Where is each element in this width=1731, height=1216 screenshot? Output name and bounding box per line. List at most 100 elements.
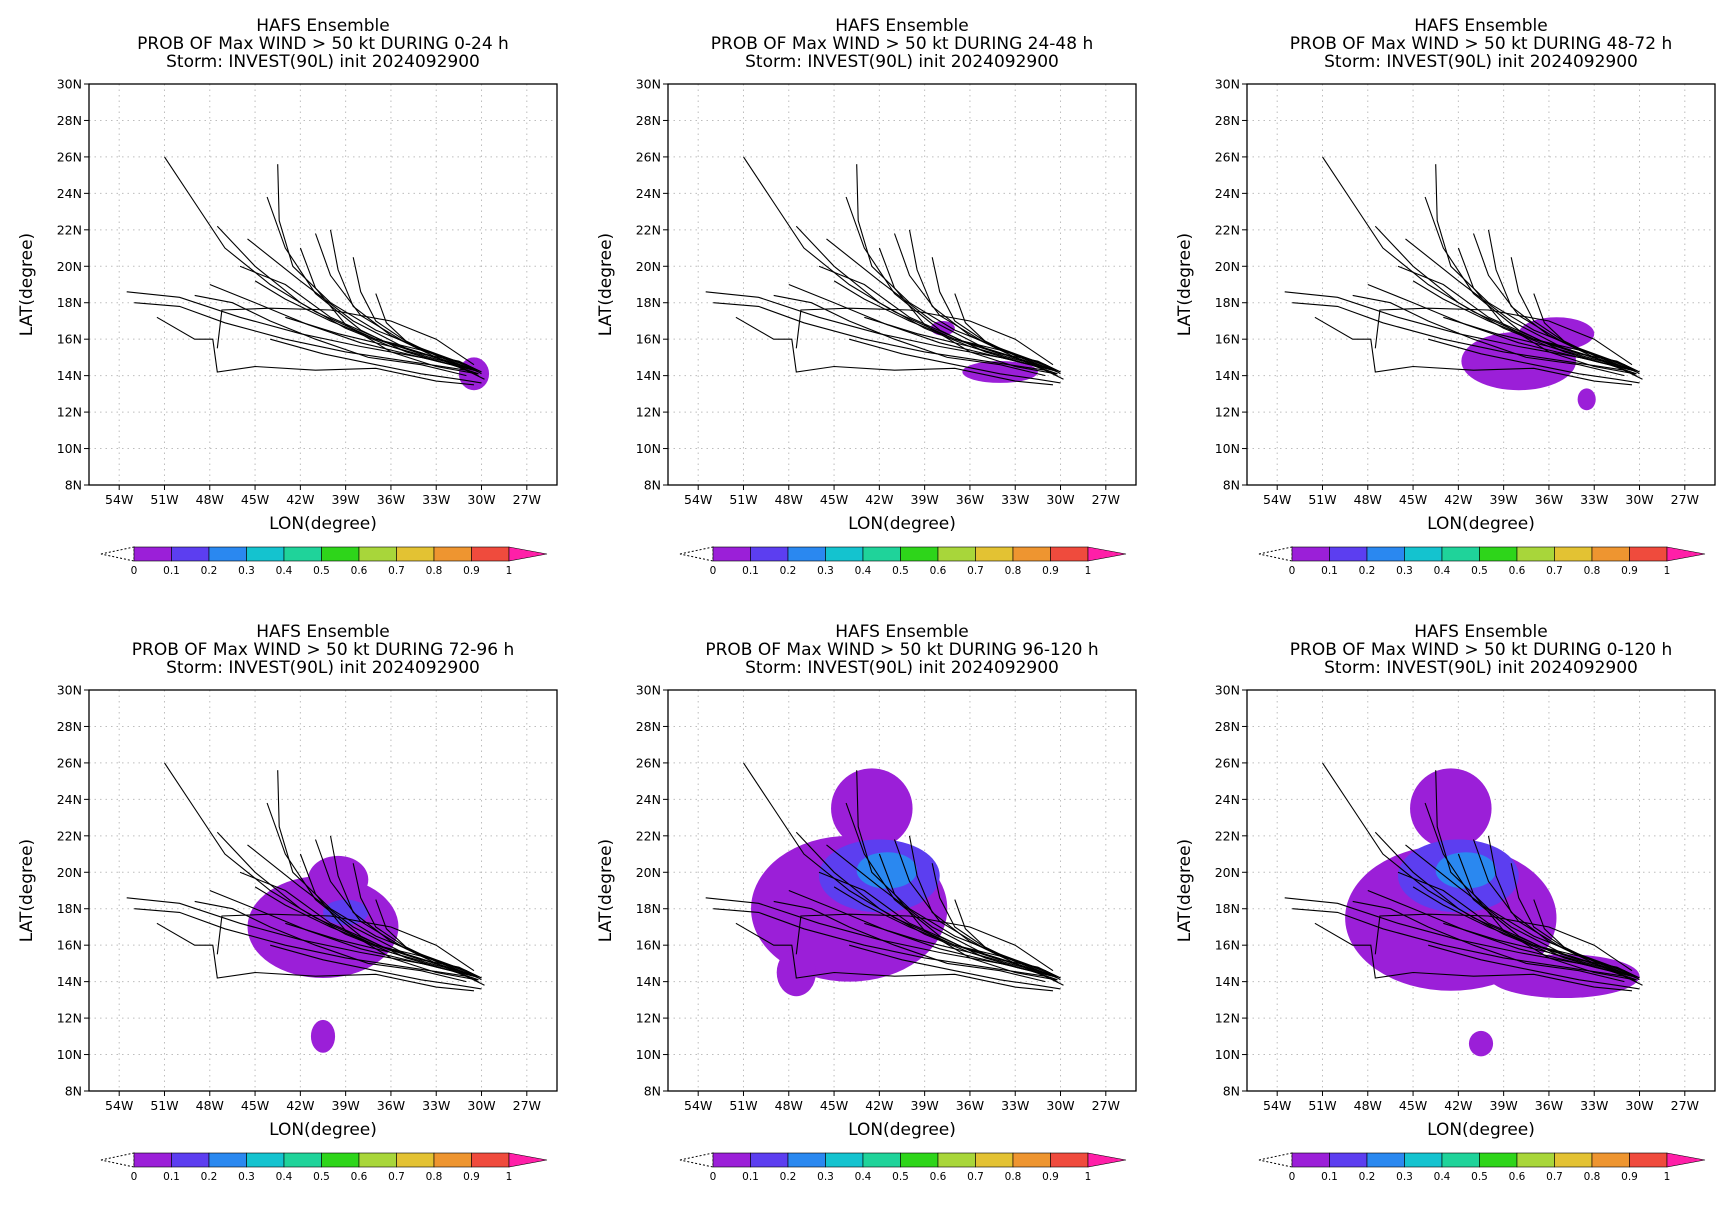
x-tick-label: 54W: [105, 492, 133, 507]
colorbar-tick-label: 0.9: [1042, 1171, 1059, 1183]
probability-area: [307, 855, 369, 904]
y-tick-label: 12N: [57, 405, 82, 420]
x-tick-label: 45W: [1399, 492, 1427, 507]
x-tick-label: 42W: [286, 1098, 314, 1113]
ensemble-track: [788, 889, 1049, 975]
colorbar-segment: [750, 1152, 789, 1168]
colorbar-tick-label: 0.8: [1584, 565, 1601, 577]
x-tick-label: 36W: [1535, 1098, 1563, 1113]
ensemble-track: [1443, 316, 1631, 369]
probability-area: [856, 852, 918, 889]
chart-title: PROB OF Max WIND > 50 kt DURING 48-72 h: [1290, 34, 1672, 54]
y-tick-label: 28N: [57, 113, 82, 128]
colorbar-tick-label: 0.3: [238, 1171, 255, 1183]
colorbar-segment: [1012, 1152, 1051, 1168]
y-tick-label: 12N: [636, 1011, 661, 1026]
colorbar-tick-label: 0.5: [313, 565, 330, 577]
colorbar-tick-label: 0.6: [930, 1171, 947, 1183]
y-tick-label: 12N: [57, 1011, 82, 1026]
colorbar-segment: [1404, 546, 1443, 562]
colorbar-tick-label: 0: [131, 565, 138, 577]
colorbar-segment: [1516, 1152, 1555, 1168]
ensemble-track: [833, 886, 1061, 981]
colorbar-tick-label: 0.2: [1359, 565, 1376, 577]
y-tick-label: 26N: [636, 755, 661, 770]
ensemble-track: [1428, 944, 1640, 990]
colorbar-segment: [1366, 546, 1405, 562]
colorbar-tick-label: 0.3: [238, 565, 255, 577]
probability-area: [831, 768, 913, 849]
colorbar-over-triangle: [508, 1152, 548, 1168]
colorbar-tick-label: 0.4: [1434, 565, 1451, 577]
y-tick-label: 12N: [1215, 405, 1240, 420]
y-tick-label: 8N: [644, 478, 661, 493]
y-tick-label: 10N: [57, 1047, 82, 1062]
y-tick-label: 24N: [1215, 792, 1240, 807]
colorbar-tick-label: 1: [1664, 565, 1671, 577]
y-tick-label: 22N: [57, 222, 82, 237]
colorbar-segment: [133, 1152, 172, 1168]
x-tick-label: 45W: [241, 492, 269, 507]
y-tick-label: 20N: [1215, 865, 1240, 880]
y-tick-label: 12N: [636, 405, 661, 420]
colorbar-tick-label: 1: [1664, 1171, 1671, 1183]
colorbar-tick-label: 0: [710, 1171, 717, 1183]
colorbar-tick-label: 0.9: [463, 565, 480, 577]
chart-title-model: HAFS Ensemble: [256, 16, 389, 36]
ensemble-track: [735, 316, 1054, 386]
colorbar-tick-label: 0.4: [855, 565, 872, 577]
y-tick-label: 30N: [1215, 77, 1240, 92]
ensemble-track: [1457, 853, 1636, 981]
ensemble-track: [156, 922, 475, 992]
ensemble-track: [773, 294, 1046, 377]
colorbar-segment: [246, 546, 285, 562]
colorbar-tick-label: 0.8: [1005, 1171, 1022, 1183]
x-tick-label: 42W: [1444, 492, 1472, 507]
probability-area: [1577, 388, 1596, 411]
y-tick-label: 14N: [636, 974, 661, 989]
probability-area: [310, 1019, 336, 1053]
y-tick-label: 10N: [636, 441, 661, 456]
y-tick-label: 16N: [636, 332, 661, 347]
x-tick-label: 33W: [422, 492, 450, 507]
colorbar-tick-label: 0.8: [1005, 565, 1022, 577]
y-tick-label: 10N: [1215, 1047, 1240, 1062]
y-tick-label: 26N: [57, 149, 82, 164]
y-tick-label: 30N: [57, 683, 82, 698]
x-tick-label: 45W: [241, 1098, 269, 1113]
ensemble-track: [1510, 257, 1636, 371]
x-tick-label: 30W: [1046, 1098, 1074, 1113]
colorbar-segment: [1441, 546, 1480, 562]
colorbar-tick-label: 0.6: [930, 565, 947, 577]
colorbar-tick-label: 0.5: [1471, 565, 1488, 577]
colorbar-tick-label: 0.6: [1509, 565, 1526, 577]
y-tick-label: 20N: [636, 259, 661, 274]
chart-title-model: HAFS Ensemble: [256, 622, 389, 642]
colorbar-tick-label: 0.4: [855, 1171, 872, 1183]
colorbar-tick-label: 0.5: [892, 1171, 909, 1183]
plot-frame: [1246, 689, 1716, 1092]
x-tick-label: 39W: [1490, 1098, 1518, 1113]
y-tick-label: 22N: [636, 828, 661, 843]
ensemble-track: [878, 853, 1057, 981]
ensemble-track: [134, 302, 467, 371]
y-tick-label: 30N: [636, 683, 661, 698]
colorbar-segment: [283, 1152, 322, 1168]
chart-title: PROB OF Max WIND > 50 kt DURING 0-120 h: [1290, 640, 1672, 660]
y-tick-label: 18N: [57, 901, 82, 916]
x-tick-label: 33W: [1001, 1098, 1029, 1113]
colorbar-under-triangle: [100, 1152, 135, 1168]
colorbar-over-triangle: [1666, 546, 1706, 562]
x-tick-label: 27W: [1671, 492, 1699, 507]
chart-title: PROB OF Max WIND > 50 kt DURING 24-48 h: [711, 34, 1093, 54]
ensemble-track: [1352, 900, 1625, 983]
x-tick-label: 48W: [775, 1098, 803, 1113]
ensemble-track: [773, 900, 1046, 983]
colorbar-under-triangle: [679, 1152, 714, 1168]
ensemble-track: [216, 307, 475, 366]
ensemble-track: [299, 853, 478, 981]
colorbar-tick-label: 0.2: [780, 565, 797, 577]
